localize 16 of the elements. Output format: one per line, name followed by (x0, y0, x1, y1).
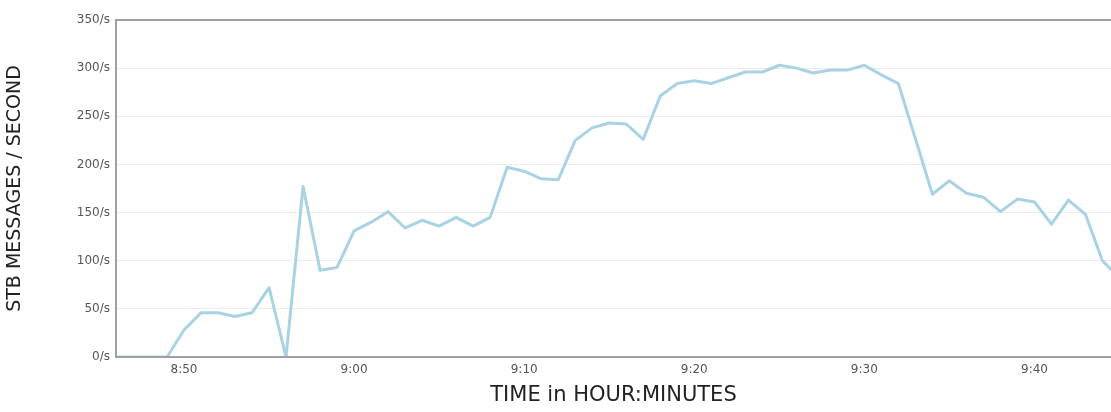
x-tick-label: 9:00 (340, 362, 368, 377)
x-tick-label: 8:50 (170, 362, 198, 377)
y-axis-title: STB MESSAGES / SECOND (2, 65, 25, 312)
y-tick-label: 200/s (76, 156, 110, 171)
x-tick-label: 9:40 (1020, 362, 1048, 377)
y-tick-label: 300/s (76, 60, 110, 75)
y-tick-label: 100/s (76, 252, 110, 267)
y-tick-label: 0/s (92, 349, 110, 364)
x-axis-title: TIME in HOUR:MINUTES (489, 381, 737, 406)
y-tick-label: 50/s (84, 300, 110, 315)
y-tick-label: 250/s (76, 108, 110, 123)
y-tick-label: 350/s (76, 12, 110, 27)
x-tick-label: 9:10 (510, 362, 538, 377)
y-tick-label: 150/s (76, 204, 110, 219)
x-tick-label: 9:20 (680, 362, 708, 377)
x-tick-label: 9:30 (850, 362, 878, 377)
